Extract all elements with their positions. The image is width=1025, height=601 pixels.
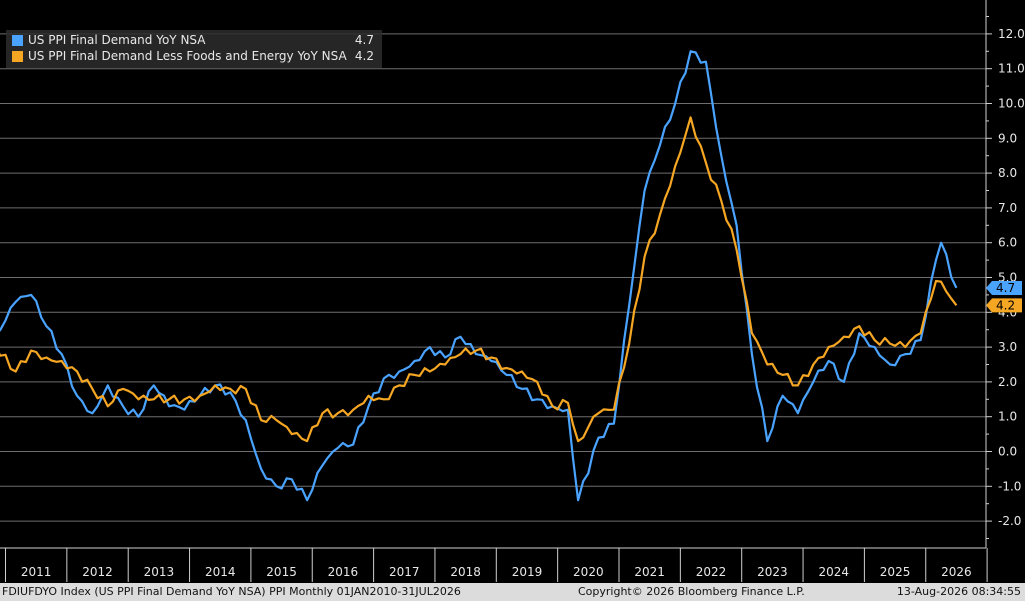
legend: US PPI Final Demand YoY NSA 4.7 US PPI F… — [6, 30, 382, 68]
footer-copyright: Copyright© 2026 Bloomberg Finance L.P. — [578, 585, 805, 598]
y-tick-label: -1.0 — [998, 479, 1021, 493]
last-value-tag-ppi-final-demand: 4.7 — [986, 280, 1022, 295]
y-tick-label: 7.0 — [998, 201, 1017, 215]
legend-swatch-blue — [12, 35, 23, 46]
y-tick-label: 10.0 — [998, 97, 1025, 111]
y-tick-label: 12.0 — [998, 27, 1025, 41]
line-chart: 2011 2012 2013 2014 2015 2016 2017 2018 2019 2020… — [0, 0, 1025, 582]
x-tick-label: 2017 — [389, 565, 420, 579]
x-axis: 2011 2012 2013 2014 2015 2016 2017 2018 2019 2020… — [0, 547, 988, 582]
footer-security-info: FDIUFDYO Index (US PPI Final Demand YoY … — [2, 585, 461, 598]
y-tick-label: -2.0 — [998, 514, 1021, 528]
last-value-tags: 4.74.2 — [986, 280, 1022, 313]
y-tick-label: 11.0 — [998, 62, 1025, 76]
x-tick-label: 2021 — [634, 565, 665, 579]
footer-bar: FDIUFDYO Index (US PPI Final Demand YoY … — [0, 583, 1025, 601]
y-tick-label: 3.0 — [998, 340, 1017, 354]
y-tick-label: 9.0 — [998, 131, 1017, 145]
x-tick-label: 2023 — [757, 565, 788, 579]
x-tick-label: 2018 — [450, 565, 481, 579]
value-tag-label: 4.2 — [996, 298, 1015, 312]
value-tag-box — [986, 298, 1022, 313]
grid-lines — [0, 33, 986, 522]
legend-item-ppi-core: US PPI Final Demand Less Foods and Energ… — [12, 48, 378, 64]
series-line-ppi-core — [0, 116, 958, 443]
legend-label: US PPI Final Demand YoY NSA — [28, 33, 206, 47]
x-tick-label: 2025 — [880, 565, 911, 579]
legend-value: 4.7 — [354, 33, 374, 47]
y-tick-label: 1.0 — [998, 410, 1017, 424]
last-value-tag-ppi-core: 4.2 — [986, 298, 1022, 313]
x-tick-label: 2012 — [82, 565, 113, 579]
y-tick-label: 8.0 — [998, 166, 1017, 180]
legend-label: US PPI Final Demand Less Foods and Energ… — [28, 49, 347, 63]
x-tick-label: 2011 — [21, 565, 52, 579]
x-tick-label: 2024 — [818, 565, 849, 579]
x-tick-label: 2014 — [205, 565, 236, 579]
y-axis: 12.011.010.09.08.07.06.05.04.03.02.01.00… — [985, 0, 1025, 548]
legend-swatch-orange — [12, 51, 23, 62]
y-tick-label: 2.0 — [998, 375, 1017, 389]
footer-timestamp: 13-Aug-2026 08:34:55 — [896, 585, 1021, 598]
x-tick-label: 2019 — [512, 565, 543, 579]
y-tick-label: 0.0 — [998, 445, 1017, 459]
x-tick-label: 2026 — [941, 565, 972, 579]
y-tick-label: 6.0 — [998, 236, 1017, 250]
series-lines — [0, 50, 958, 502]
x-tick-label: 2015 — [266, 565, 297, 579]
legend-item-ppi-final-demand: US PPI Final Demand YoY NSA 4.7 — [12, 32, 378, 48]
value-tag-box — [986, 280, 1022, 295]
legend-value: 4.2 — [354, 49, 374, 63]
x-tick-label: 2013 — [144, 565, 175, 579]
value-tag-label: 4.7 — [996, 281, 1015, 295]
x-tick-label: 2016 — [328, 565, 359, 579]
x-tick-label: 2022 — [696, 565, 727, 579]
x-tick-label: 2020 — [573, 565, 604, 579]
series-line-ppi-final-demand — [0, 50, 958, 502]
